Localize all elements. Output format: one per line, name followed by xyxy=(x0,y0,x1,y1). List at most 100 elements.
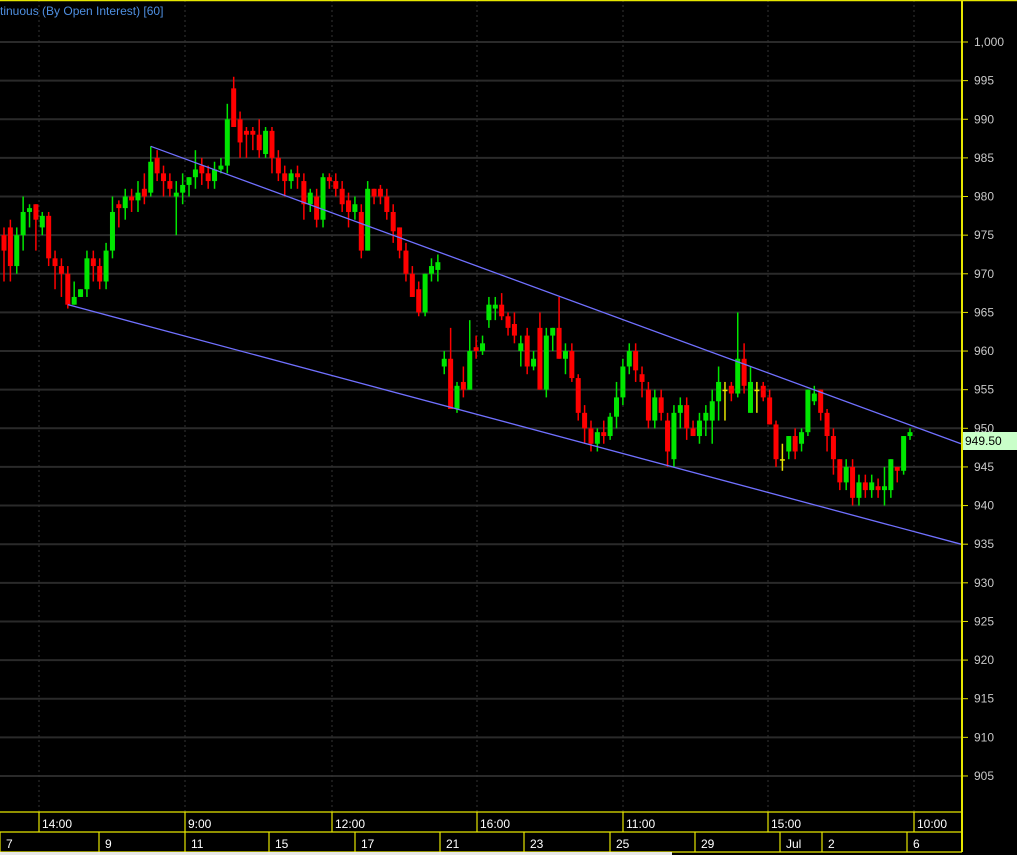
candle-body xyxy=(371,188,377,197)
candle-body xyxy=(161,173,167,182)
candle-body xyxy=(256,134,262,151)
candle-body xyxy=(735,358,741,394)
date-label: 11 xyxy=(191,837,204,851)
date-label: 25 xyxy=(616,837,630,851)
candle-body xyxy=(862,482,868,491)
candle-body xyxy=(326,177,332,182)
candle-body xyxy=(224,119,230,166)
time-label: 16:00 xyxy=(480,817,510,831)
candle-body xyxy=(339,188,345,205)
candle-body xyxy=(505,316,511,328)
candle-body xyxy=(760,385,766,398)
candle-body xyxy=(888,459,894,491)
candle-body xyxy=(116,204,122,209)
candle-body xyxy=(511,323,517,336)
candle-body xyxy=(856,482,862,498)
candle-body xyxy=(90,258,96,267)
trendline xyxy=(150,145,962,445)
candle-body xyxy=(645,389,651,421)
candle-body xyxy=(141,188,147,197)
candle-body xyxy=(805,389,811,433)
trendline xyxy=(67,304,962,545)
candle-body xyxy=(467,351,473,390)
candle-body xyxy=(129,196,135,201)
candle-body xyxy=(320,177,326,220)
candle-body xyxy=(435,262,441,270)
candle-body xyxy=(601,432,607,437)
candle-body xyxy=(263,130,269,155)
candle-body xyxy=(722,389,728,392)
y-tick-label: 960 xyxy=(974,344,994,358)
date-label: 21 xyxy=(446,837,460,851)
y-tick-label: 920 xyxy=(974,653,994,667)
candle-body xyxy=(7,227,13,267)
candle-body xyxy=(460,381,466,390)
y-tick-label: 910 xyxy=(974,730,994,744)
candle-body xyxy=(677,405,683,413)
candle-body xyxy=(779,459,785,461)
candle-body xyxy=(122,196,128,209)
candle-body xyxy=(52,258,58,267)
y-tick-label: 905 xyxy=(974,769,994,783)
y-tick-label: 950 xyxy=(974,421,994,435)
candle-body xyxy=(614,397,620,417)
candle-body xyxy=(894,466,900,471)
candle-body xyxy=(397,227,403,251)
candle-body xyxy=(307,192,313,205)
candle-body xyxy=(314,196,320,220)
candle-body xyxy=(218,165,224,170)
y-tick-label: 980 xyxy=(974,190,994,204)
date-label: 17 xyxy=(361,837,375,851)
candle-body xyxy=(709,401,715,421)
candle-body xyxy=(27,208,33,212)
date-label: 15 xyxy=(275,837,289,851)
candle-body xyxy=(582,412,588,429)
candle-body xyxy=(671,412,677,460)
candle-body xyxy=(109,211,115,251)
candle-body xyxy=(881,486,887,491)
y-tick-label: 915 xyxy=(974,692,994,706)
candle-body xyxy=(830,436,836,460)
candle-body xyxy=(212,169,218,182)
candle-body xyxy=(792,436,798,452)
y-tick-label: 990 xyxy=(974,112,994,126)
candle-body xyxy=(754,389,760,392)
candle-body xyxy=(843,466,849,483)
candle-body xyxy=(294,173,300,178)
candle-body xyxy=(441,358,447,367)
candle-body xyxy=(684,405,690,429)
date-label: 2 xyxy=(828,837,835,851)
date-label: Jul xyxy=(786,837,801,851)
candle-body xyxy=(58,266,64,274)
candle-body xyxy=(747,381,753,413)
candle-body xyxy=(409,273,415,297)
time-label: 9:00 xyxy=(188,817,212,831)
candle-body xyxy=(192,169,198,178)
candle-body xyxy=(562,351,568,359)
candle-body xyxy=(837,459,843,483)
candle-body xyxy=(186,177,192,185)
candle-body xyxy=(282,173,288,182)
horizontal-scrollbar[interactable] xyxy=(0,852,672,855)
candle-body xyxy=(594,432,600,444)
y-tick-label: 985 xyxy=(974,151,994,165)
candle-body xyxy=(448,358,454,409)
candle-body xyxy=(65,273,71,305)
candle-body xyxy=(696,420,702,437)
candle-body xyxy=(767,397,773,425)
candle-body xyxy=(875,486,881,491)
candle-body xyxy=(907,432,913,437)
y-tick-label: 995 xyxy=(974,74,994,88)
candle-body xyxy=(301,181,307,205)
chart-title: tinuous (By Open Interest) [60] xyxy=(0,4,164,18)
candle-body xyxy=(786,436,792,452)
candle-body xyxy=(454,385,460,409)
candle-body xyxy=(901,436,907,471)
y-tick-label: 955 xyxy=(974,383,994,397)
candle-body xyxy=(167,181,173,189)
candle-body xyxy=(569,351,575,379)
candle-body xyxy=(428,266,434,274)
candle-body xyxy=(148,161,154,193)
candle-body xyxy=(14,235,20,267)
